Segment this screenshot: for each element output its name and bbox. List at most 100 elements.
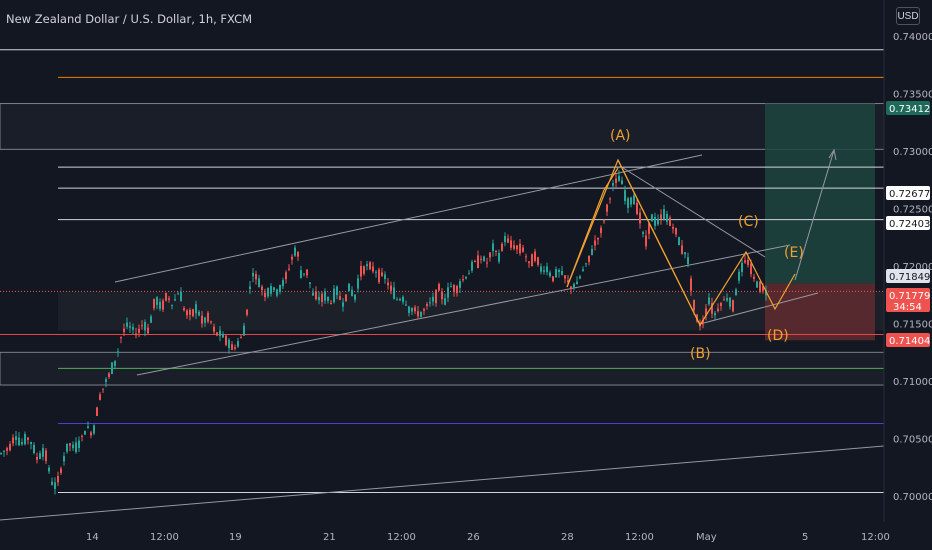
candle-body (474, 260, 476, 262)
candle-body (318, 296, 320, 301)
candle-body (714, 313, 716, 316)
candle-body (168, 298, 170, 300)
candle-body (324, 291, 326, 301)
price-tick-label: 0.71500 (893, 320, 932, 331)
price-tag: 0.72403 (886, 216, 930, 230)
candle-body (612, 183, 614, 186)
time-tick-label: 12:00 (387, 532, 416, 543)
candle-body (240, 337, 242, 339)
price-tag-bg (886, 333, 930, 347)
candle-body (570, 286, 572, 289)
candle-body (54, 482, 56, 489)
candle-body (468, 273, 470, 275)
candle-body (465, 276, 467, 279)
candle-body (684, 252, 686, 255)
candle-body (702, 319, 704, 325)
candle-body (159, 301, 161, 309)
candle-body (402, 296, 404, 302)
candle-body (147, 327, 149, 334)
candle-body (81, 435, 83, 437)
candle-body (369, 262, 371, 270)
candle-body (375, 271, 377, 273)
candle-body (24, 434, 26, 445)
candle-body (750, 263, 752, 275)
candle-body (285, 272, 287, 280)
candle-body (432, 296, 434, 302)
candle-body (135, 333, 137, 336)
candle-body (729, 297, 731, 307)
candle-body (255, 273, 257, 280)
candle-body (321, 293, 323, 303)
wave-label-d: (D) (767, 328, 789, 344)
candle-body (309, 282, 311, 284)
price-tick-label: 0.73500 (893, 90, 932, 101)
candle-body (141, 325, 143, 327)
candle-body (507, 238, 509, 243)
candle-body (153, 298, 155, 309)
candle-body (480, 258, 482, 260)
wave-label-c: (C) (738, 214, 759, 230)
candle-body (516, 245, 518, 250)
candle-body (183, 307, 185, 311)
candle-body (666, 213, 668, 222)
price-tag-value: 0.71849 (889, 272, 930, 283)
candle-body (57, 475, 59, 483)
target-zone (765, 103, 875, 284)
time-tick-label: 5 (802, 532, 808, 543)
candle-body (252, 272, 254, 277)
candle-body (327, 296, 329, 301)
candle-body (423, 308, 425, 311)
candle-body (459, 281, 461, 288)
candle-body (546, 266, 548, 273)
candle-body (429, 302, 431, 304)
stop-zone (765, 283, 875, 341)
triangle-upper-line (619, 165, 766, 258)
candle-body (732, 300, 734, 312)
candle-body (69, 443, 71, 446)
candle-body (471, 261, 473, 271)
candle-body (456, 286, 458, 294)
candle-body (708, 297, 710, 305)
candle-body (336, 286, 338, 296)
candle-body (414, 307, 416, 312)
candle-body (663, 209, 665, 220)
candle-body (216, 332, 218, 336)
channel-upper-line (114, 154, 703, 283)
candle-body (33, 444, 35, 453)
candle-body (435, 289, 437, 304)
candle-body (648, 223, 650, 234)
candle-body (372, 266, 374, 272)
candle-body (726, 298, 728, 301)
candle-body (9, 443, 11, 451)
candle-body (420, 311, 422, 317)
candle-body (126, 322, 128, 327)
candle-body (747, 259, 749, 265)
price-tag-bg (886, 288, 930, 312)
projection-arrow (794, 149, 835, 281)
candle-body (735, 289, 737, 296)
candle-body (561, 271, 563, 275)
currency-button[interactable]: USD (896, 7, 920, 25)
candle-body (711, 303, 713, 314)
candle-body (297, 252, 299, 257)
candle-body (192, 309, 194, 317)
wave-label-b: (B) (690, 346, 711, 362)
candle-body (399, 299, 401, 301)
candle-body (600, 227, 602, 234)
candle-body (723, 299, 725, 301)
candle-body (345, 294, 347, 301)
candle-body (261, 286, 263, 291)
price-tick-label: 0.72000 (893, 262, 932, 273)
candle-body (243, 325, 245, 336)
candle-body (78, 440, 80, 449)
candle-body (273, 287, 275, 290)
candle-body (258, 278, 260, 288)
candle-body (6, 448, 8, 451)
candle-body (504, 236, 506, 243)
candle-body (657, 218, 659, 225)
candle-body (438, 284, 440, 291)
wave-path-b (617, 159, 701, 326)
candle-body (660, 214, 662, 220)
price-tag: 0.73412 (886, 101, 930, 115)
